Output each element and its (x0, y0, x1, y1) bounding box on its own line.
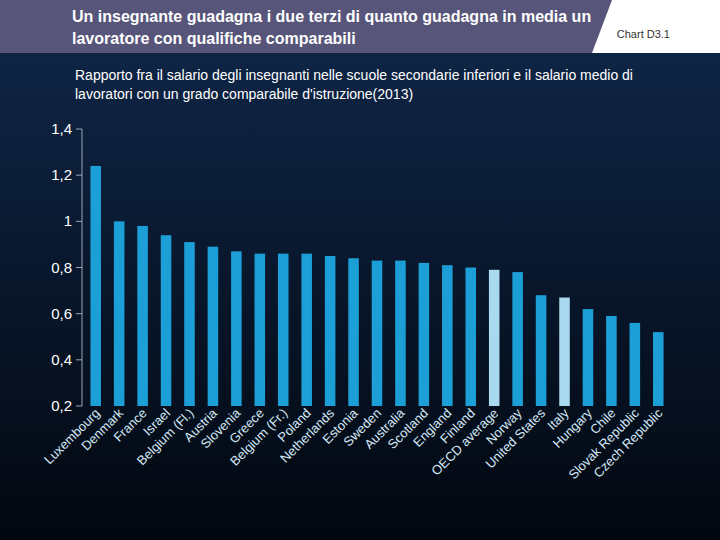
bar (372, 261, 383, 406)
bar (255, 254, 266, 406)
bar (583, 309, 594, 406)
y-tick (76, 313, 82, 314)
background (0, 0, 720, 540)
y-tick-label: 1,2 (51, 166, 72, 183)
y-tick-label: 0,4 (51, 351, 72, 368)
y-tick-label: 1 (64, 212, 72, 229)
title-band (0, 0, 612, 53)
y-tick (76, 129, 82, 130)
bar (442, 265, 453, 406)
bar (419, 263, 430, 406)
bar (137, 226, 148, 406)
title: Un insegnante guadagna i due terzi di qu… (72, 8, 591, 47)
bar (348, 258, 359, 406)
chart-id: Chart D3.1 (617, 28, 670, 40)
bar (184, 242, 195, 406)
bar (161, 235, 172, 406)
header-bg (0, 0, 720, 53)
bar (278, 254, 289, 406)
bar (301, 254, 312, 406)
x-tick-label: Czech Republic (590, 405, 665, 480)
y-tick (76, 175, 82, 176)
bar (395, 261, 406, 406)
bar (90, 166, 101, 406)
subtitle: Rapporto fra il salario degli insegnanti… (75, 67, 633, 102)
y-tick (76, 359, 82, 360)
bar (630, 323, 641, 406)
x-tick-label: United States (482, 405, 548, 471)
bar (559, 298, 570, 406)
bar (208, 247, 219, 406)
bar (114, 221, 125, 406)
bar (465, 268, 476, 407)
y-tick-label: 0,8 (51, 259, 72, 276)
y-tick (76, 406, 82, 407)
bar (489, 270, 500, 406)
bar (325, 256, 336, 406)
bar (606, 316, 617, 406)
y-tick (76, 267, 82, 268)
y-tick-label: 1,4 (51, 120, 72, 137)
y-tick-label: 0,6 (51, 305, 72, 322)
bars (90, 166, 663, 406)
bar (653, 332, 664, 406)
y-tick-label: 0,2 (51, 397, 72, 414)
chart: Un insegnante guadagna i due terzi di qu… (0, 0, 720, 540)
bar (536, 295, 547, 406)
y-tick (76, 221, 82, 222)
bar (231, 251, 242, 406)
bar (512, 272, 523, 406)
